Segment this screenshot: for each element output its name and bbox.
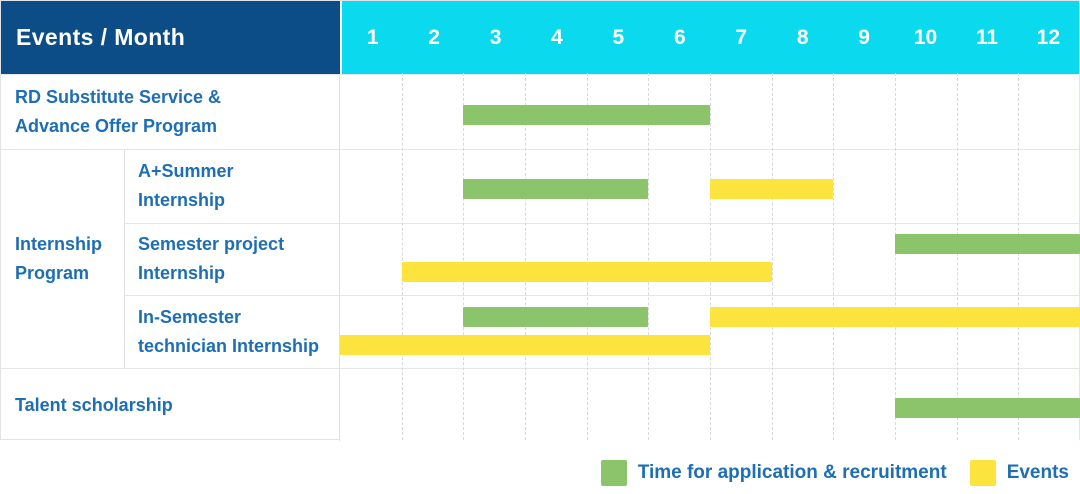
row-label-line: RD Substitute Service & bbox=[15, 87, 222, 107]
row-label-in-semester-technician: In-Semester technician Internship bbox=[125, 296, 340, 368]
month-header-strip: 1 2 3 4 5 6 7 8 9 10 11 12 bbox=[340, 1, 1079, 74]
row-label-line: Advance Offer Program bbox=[15, 116, 218, 136]
internship-subrows: A+Summer Internship Semester project Int… bbox=[125, 150, 1079, 368]
row-in-semester-technician-internship: In-Semester technician Internship bbox=[125, 295, 1079, 368]
group-label-line: Program bbox=[15, 263, 90, 283]
row-label-a-plus-summer: A+Summer Internship bbox=[125, 150, 340, 223]
chart-cell-talent-scholarship bbox=[340, 369, 1079, 441]
chart-cell-in-semester-technician bbox=[340, 296, 1079, 368]
row-label-line: A+Summer bbox=[138, 161, 234, 182]
month-header-1: 1 bbox=[366, 25, 379, 49]
month-header-10: 10 bbox=[913, 25, 938, 49]
legend-label-application-recruitment: Time for application & recruitment bbox=[637, 462, 947, 483]
row-semester-project-internship: Semester project Internship bbox=[125, 222, 1079, 296]
row-label-line: In-Semester bbox=[138, 307, 242, 328]
row-talent-scholarship: Talent scholarship bbox=[1, 368, 1079, 441]
events-month-label: Events / Month bbox=[16, 24, 186, 50]
group-label-internship-program: Internship Program bbox=[1, 150, 125, 368]
row-label-line: technician Internship bbox=[138, 336, 320, 357]
row-label-line: Talent scholarship bbox=[15, 394, 173, 415]
group-label-line: Internship bbox=[15, 234, 103, 254]
month-header-3: 3 bbox=[489, 25, 502, 49]
legend-label-events: Events bbox=[1006, 462, 1069, 483]
row-label-line: Internship bbox=[138, 263, 226, 284]
month-header-6: 6 bbox=[673, 25, 686, 49]
chart-cell-semester-project bbox=[340, 223, 1079, 296]
month-header-7: 7 bbox=[735, 25, 748, 49]
month-header-11: 11 bbox=[975, 25, 999, 49]
chart-cell-a-plus-summer bbox=[340, 150, 1079, 223]
group-internship-program: Internship Program A+Summer Internship S… bbox=[1, 149, 1079, 368]
month-header-12: 12 bbox=[1036, 25, 1061, 49]
row-label-line: Internship bbox=[138, 190, 226, 211]
row-a-plus-summer-internship: A+Summer Internship bbox=[125, 150, 1079, 223]
month-header-8: 8 bbox=[796, 25, 809, 49]
legend-swatch-application-recruitment bbox=[600, 460, 627, 486]
events-month-header-cell: Events / Month bbox=[1, 1, 340, 74]
legend: Time for application & recruitment Event… bbox=[600, 458, 1069, 488]
chart-cell-rd-substitute bbox=[340, 75, 1079, 149]
row-label-line: Semester project bbox=[138, 234, 285, 255]
row-label-semester-project: Semester project Internship bbox=[125, 223, 340, 296]
table-header-row: Events / Month 1 2 3 4 5 6 7 8 9 10 11 1… bbox=[1, 1, 1079, 74]
month-header-5: 5 bbox=[612, 25, 625, 49]
row-label-talent-scholarship: Talent scholarship bbox=[1, 369, 340, 441]
row-rd-substitute: RD Substitute Service & Advance Offer Pr… bbox=[1, 74, 1079, 149]
schedule-table: Events / Month 1 2 3 4 5 6 7 8 9 10 11 1… bbox=[0, 0, 1080, 441]
month-header-9: 9 bbox=[858, 25, 870, 49]
month-header-2: 2 bbox=[428, 25, 440, 49]
row-label-rd-substitute: RD Substitute Service & Advance Offer Pr… bbox=[1, 75, 340, 149]
month-header-4: 4 bbox=[551, 25, 563, 49]
legend-swatch-events bbox=[969, 460, 996, 486]
